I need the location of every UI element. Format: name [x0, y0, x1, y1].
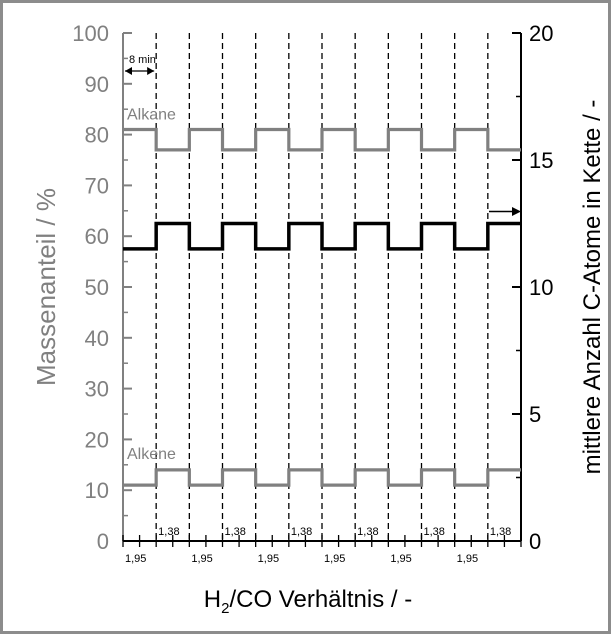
ratio-high-label: 1,95 [390, 553, 411, 565]
right-tick-label: 0 [529, 529, 541, 554]
ratio-low-label: 1,38 [490, 526, 511, 538]
alkane-series-line [123, 127, 521, 152]
ratio-low-label: 1,38 [158, 526, 179, 538]
left-axis-title: Massenanteil / % [31, 188, 61, 386]
right-axis-title: mittlere Anzahl C-Atome in Kette / - [579, 100, 606, 475]
chain-length-series-line [123, 221, 521, 251]
period-arrow-head-left [125, 67, 132, 75]
right-tick-label: 5 [529, 402, 541, 427]
right-tick-label: 20 [529, 21, 553, 46]
period-arrow-head-right [147, 67, 155, 75]
left-tick-label: 70 [85, 173, 109, 198]
ratio-high-label: 1,95 [324, 553, 345, 565]
alkene-series-line [123, 468, 521, 487]
right-tick-label: 10 [529, 275, 553, 300]
ratio-low-label: 1,38 [225, 526, 246, 538]
left-tick-label: 40 [85, 326, 109, 351]
left-tick-label: 30 [85, 377, 109, 402]
ratio-low-label: 1,38 [424, 526, 445, 538]
x-axis-title: H2/CO Verhältnis / - [204, 586, 412, 617]
ratio-low-label: 1,38 [291, 526, 312, 538]
chart-svg: 0 10 20 30 40 50 60 70 80 90 100 0 5 10 15 20 1,95 1,38 1,… [31, 21, 606, 617]
left-tick-label: 100 [72, 21, 109, 46]
ratio-high-label: 1,95 [258, 553, 279, 565]
series-label-alkane: Alkane [127, 107, 176, 124]
left-tick-label: 10 [85, 478, 109, 503]
ratio-high-label: 1,95 [191, 553, 212, 565]
left-tick-label: 60 [85, 224, 109, 249]
period-label: 8 min [129, 54, 156, 66]
left-tick-label: 50 [85, 275, 109, 300]
left-tick-label: 0 [97, 529, 109, 554]
left-tick-label: 80 [85, 123, 109, 148]
ratio-high-label: 1,95 [125, 553, 146, 565]
right-tick-label: 15 [529, 148, 553, 173]
series-label-alkene: Alkene [127, 446, 176, 463]
left-tick-label: 90 [85, 72, 109, 97]
ratio-low-label: 1,38 [357, 526, 378, 538]
right-axis-arrow-head [512, 207, 521, 216]
left-tick-label: 20 [85, 427, 109, 452]
ratio-high-label: 1,95 [457, 553, 478, 565]
